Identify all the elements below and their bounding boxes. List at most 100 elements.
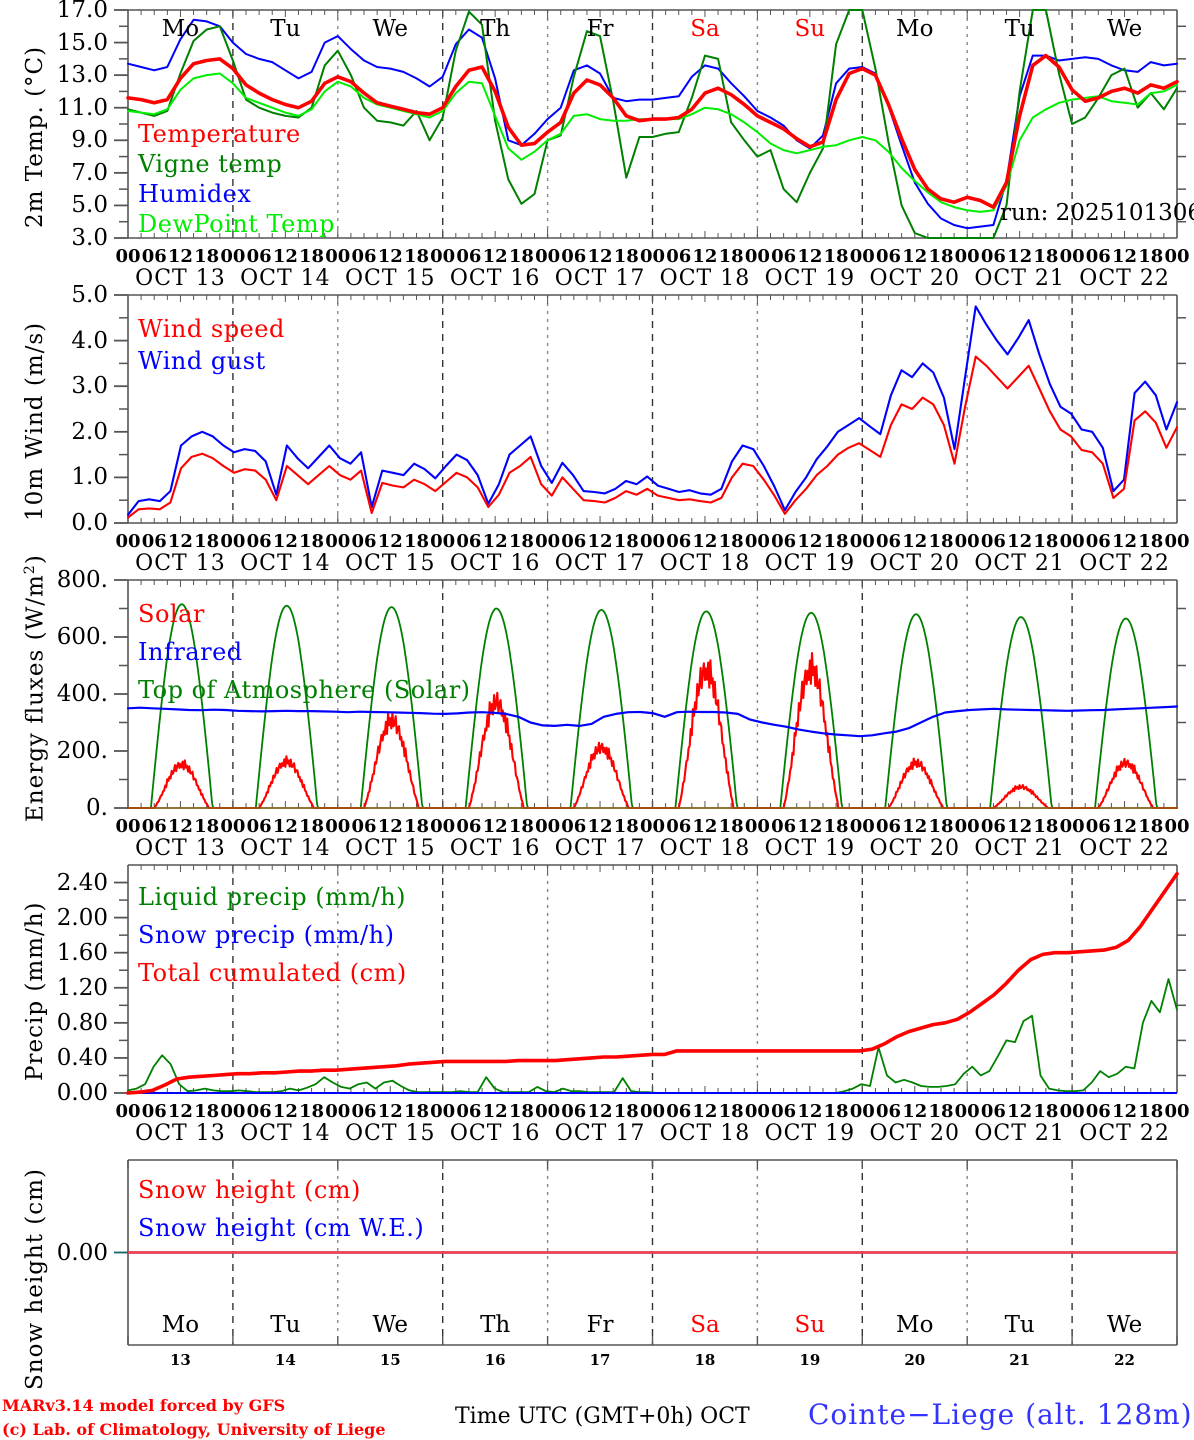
hour-tick-label: 18 (1033, 1101, 1059, 1122)
hour-tick-label: 12 (902, 246, 928, 267)
day-of-week-label: Tu (270, 16, 301, 42)
hour-tick-label: 00 (535, 1101, 561, 1122)
panel-temperature: 2m Temp. (°C) 17.0 15.0 13.0 11.0 9.0 7.0 5.0 3… (0, 0, 1194, 291)
hour-tick-label: 18 (613, 531, 639, 552)
hour-tick-label: 06 (771, 1101, 797, 1122)
date-label: OCT 22 (1079, 1121, 1170, 1146)
footer-model: MARv3.14 model forced by GFS (2, 1396, 286, 1415)
hour-tick-label: 06 (980, 531, 1006, 552)
legend-item: Snow height (cm W.E.) (138, 1214, 425, 1242)
hour-tick-label: 12 (482, 246, 508, 267)
hour-tick-label: 06 (980, 1101, 1006, 1122)
y-tick-label: 0. (86, 795, 108, 821)
date-label: OCT 18 (659, 1121, 751, 1146)
hour-tick-label: 12 (587, 246, 613, 267)
date-label: OCT 21 (974, 1121, 1065, 1146)
hour-tick-label: 12 (377, 531, 403, 552)
day-number-label: 16 (484, 1351, 506, 1369)
hour-tick-label: 06 (561, 1101, 587, 1122)
hour-tick-label: 12 (797, 816, 823, 837)
hour-tick-label: 06 (141, 816, 167, 837)
date-label: OCT 19 (764, 836, 856, 861)
hour-tick-label: 00 (325, 816, 351, 837)
hour-tick-label: 06 (351, 531, 377, 552)
y-tick-label: 15.0 (56, 29, 108, 56)
hour-tick-label: 12 (587, 816, 613, 837)
hour-tick-label: 12 (167, 1101, 193, 1122)
hour-tick-label: 12 (272, 246, 298, 267)
hour-tick-label: 06 (666, 531, 692, 552)
hour-tick-label: 12 (797, 246, 823, 267)
hour-tick-label: 06 (246, 816, 272, 837)
hour-tick-label: 06 (561, 246, 587, 267)
day-of-week-label: Th (480, 1312, 511, 1338)
date-label: OCT 21 (974, 551, 1065, 576)
day-of-week-label: We (372, 1312, 408, 1338)
day-of-week-label: Sa (690, 1312, 720, 1338)
hour-tick-label: 18 (718, 531, 744, 552)
hour-tick-label: 18 (1138, 246, 1164, 267)
hour-tick-label: 00 (849, 816, 875, 837)
date-label: OCT 17 (554, 266, 646, 291)
hour-tick-label: 12 (797, 531, 823, 552)
hour-tick-label: 00 (535, 816, 561, 837)
hour-tick-label: 12 (902, 531, 928, 552)
hour-tick-label: 12 (587, 531, 613, 552)
legend-item: Snow height (cm) (138, 1176, 361, 1204)
hour-tick-label: 18 (823, 1101, 849, 1122)
date-label: OCT 13 (135, 551, 226, 576)
hour-tick-label: 00 (115, 816, 141, 837)
y-tick-label: 7.0 (71, 159, 108, 186)
hour-tick-label: 00 (115, 246, 141, 267)
run-label: run: 2025101306 (1000, 200, 1194, 226)
hour-tick-label: 00 (849, 1101, 875, 1122)
hour-tick-label: 00 (849, 531, 875, 552)
hour-tick-label: 06 (875, 531, 902, 552)
legend-item: Humidex (138, 180, 252, 208)
day-of-week-label: We (1106, 16, 1143, 42)
hour-tick-label: 18 (403, 531, 429, 552)
hour-tick-label: 12 (692, 816, 718, 837)
y-tick-label: 2.00 (56, 904, 108, 931)
y-tick-label: 0.00 (56, 1080, 108, 1106)
hour-tick-label: 18 (299, 1101, 325, 1122)
hour-tick-label: 12 (797, 1101, 823, 1122)
hour-tick-label: 12 (1007, 246, 1033, 267)
y-tick-label: 13.0 (56, 62, 108, 89)
y-tick-label: 0.40 (56, 1044, 108, 1071)
hour-tick-label: 18 (613, 1101, 639, 1122)
y-tick-label: 4.0 (71, 327, 108, 354)
hour-tick-label: 00 (1164, 1101, 1190, 1122)
y-tick-label: 800. (56, 567, 108, 593)
legend-item: Wind speed (138, 315, 285, 343)
y-tick-label: 200. (56, 738, 108, 764)
day-number-label: 14 (274, 1351, 296, 1369)
hour-tick-label: 06 (1085, 816, 1111, 837)
hour-tick-label: 00 (744, 246, 770, 267)
day-of-week-label: Mo (161, 16, 200, 42)
day-of-week-label: Fr (586, 1312, 614, 1338)
snow-plot-area (114, 1159, 1178, 1346)
date-label: OCT 14 (240, 836, 331, 861)
day-of-week-label: Sa (690, 16, 720, 42)
hour-tick-label: 12 (482, 816, 508, 837)
hour-tick-label: 18 (1033, 816, 1059, 837)
hour-tick-label: 18 (1138, 816, 1164, 837)
hour-tick-label: 06 (456, 246, 482, 267)
date-label: OCT 13 (135, 1121, 226, 1146)
footer-station: Cointe−Liege (alt. 128m) (808, 1398, 1193, 1431)
y-tick-label: 17.0 (56, 0, 108, 23)
hour-tick-label: 18 (1033, 246, 1059, 267)
hour-tick-label: 06 (666, 246, 692, 267)
y-tick-label: 2.40 (56, 869, 108, 896)
hour-tick-label: 00 (849, 246, 875, 267)
footer-copyright: (c) Lab. of Climatology, University of L… (2, 1420, 386, 1439)
panel-snow-height: Snow height (cm) 0.00 Snow height (cm) Sn… (0, 1140, 1194, 1390)
day-of-week-label: Tu (1004, 16, 1035, 42)
date-label: OCT 20 (869, 836, 961, 861)
hour-tick-label: 06 (666, 816, 692, 837)
day-of-week-label: Mo (896, 16, 934, 42)
hour-tick-label: 18 (194, 531, 220, 552)
hour-tick-label: 00 (430, 1101, 456, 1122)
date-label: OCT 20 (869, 551, 961, 576)
